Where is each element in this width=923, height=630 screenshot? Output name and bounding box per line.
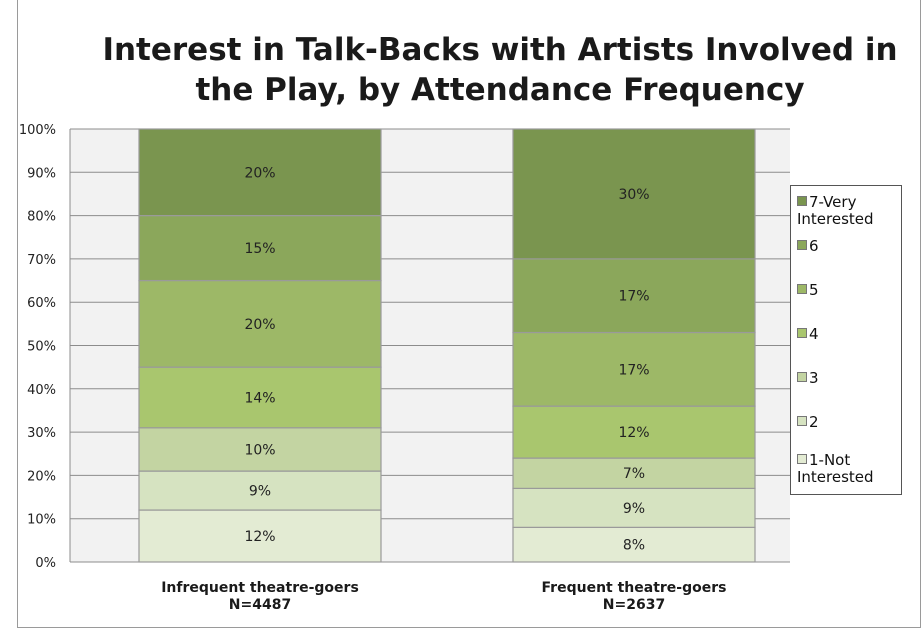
bar-segment <box>512 331 756 407</box>
bar-segment <box>138 366 382 429</box>
legend-label: 1-Not Interested <box>797 451 874 486</box>
bar-segment <box>138 279 382 368</box>
chart-title: Interest in Talk-Backs with Artists Invo… <box>102 32 898 108</box>
data-label: 9% <box>249 484 271 500</box>
bar-segment <box>138 128 382 217</box>
legend-swatch <box>797 284 807 294</box>
legend-swatch <box>797 240 807 250</box>
bar-segment <box>512 128 756 260</box>
data-label: 12% <box>244 529 275 545</box>
legend-item: 6 <box>797 238 901 255</box>
legend-swatch <box>797 328 807 338</box>
legend-swatch <box>797 372 807 382</box>
bar-segment <box>138 470 382 511</box>
legend-item: 5 <box>797 282 901 299</box>
y-tick-label: 10% <box>27 513 56 528</box>
y-tick-label: 90% <box>27 166 56 181</box>
data-label: 10% <box>244 442 275 458</box>
y-tick-label: 70% <box>27 253 56 268</box>
data-label: 17% <box>618 289 649 305</box>
data-label: 9% <box>623 501 645 517</box>
legend-label: 5 <box>809 281 819 299</box>
bar-segment <box>138 427 382 472</box>
data-label: 20% <box>244 165 275 181</box>
data-label: 17% <box>618 362 649 378</box>
legend-label: 2 <box>809 413 819 431</box>
y-tick-label: 100% <box>19 123 56 138</box>
data-label: 30% <box>618 187 649 203</box>
y-tick-label: 40% <box>27 383 56 398</box>
legend-item: 7-Very Interested <box>797 194 901 228</box>
data-label: 7% <box>623 466 645 482</box>
y-tick-label: 80% <box>27 210 56 225</box>
legend-item: 2 <box>797 414 901 431</box>
legend-swatch <box>797 196 807 206</box>
legend-label: 7-Very Interested <box>797 193 874 228</box>
y-tick-label: 20% <box>27 469 56 484</box>
legend-item: 4 <box>797 326 901 343</box>
data-label: 8% <box>623 538 645 554</box>
bar-segment <box>512 457 756 489</box>
y-tick-label: 30% <box>27 426 56 441</box>
bar-segment <box>512 405 756 459</box>
legend-label: 6 <box>809 237 819 255</box>
legend-label: 3 <box>809 369 819 387</box>
legend-swatch <box>797 454 807 464</box>
bar-segment <box>512 258 756 334</box>
data-label: 12% <box>618 425 649 441</box>
y-tick-label: 60% <box>27 296 56 311</box>
y-tick-label: 50% <box>27 340 56 355</box>
bar-segment <box>512 487 756 528</box>
legend-label: 4 <box>809 325 819 343</box>
chart-legend: 7-Very Interested 6 5 4 3 2 1-Not Interested <box>790 185 902 495</box>
x-category-label: N=4487 <box>229 597 291 613</box>
x-category-label: Frequent theatre-goers <box>542 580 727 596</box>
legend-item: 1-Not Interested <box>797 452 901 486</box>
legend-item: 3 <box>797 370 901 387</box>
x-category-label: N=2637 <box>603 597 665 613</box>
x-category-label: Infrequent theatre-goers <box>161 580 359 596</box>
bar-segment <box>512 526 756 563</box>
data-label: 14% <box>244 390 275 406</box>
y-tick-label: 0% <box>35 556 56 571</box>
legend-swatch <box>797 416 807 426</box>
data-label: 15% <box>244 241 275 257</box>
data-label: 20% <box>244 317 275 333</box>
